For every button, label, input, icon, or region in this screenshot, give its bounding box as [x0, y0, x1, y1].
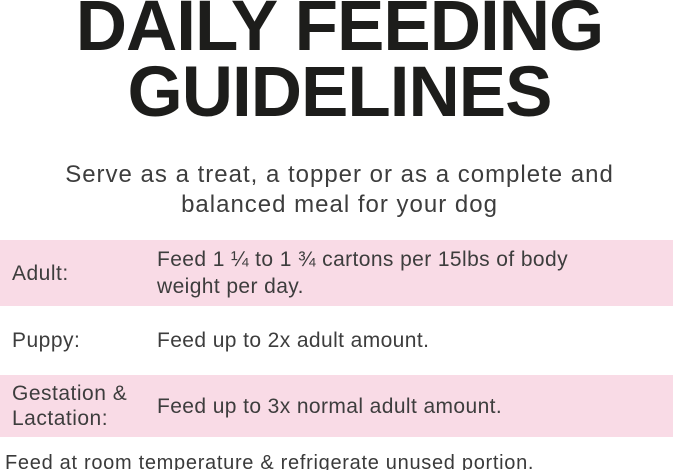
- feeding-table: Adult: Feed 1 ¼ to 1 ¾ cartons per 15lbs …: [0, 240, 673, 437]
- row-label: Puppy:: [12, 329, 81, 352]
- page-title-line2: GUIDELINES: [127, 53, 553, 132]
- feeding-row: Adult: Feed 1 ¼ to 1 ¾ cartons per 15lbs …: [0, 240, 673, 306]
- row-label: Adult:: [12, 261, 69, 285]
- page-title: DAILY FEEDING GUIDELINES: [0, 0, 679, 132]
- feeding-row: Gestation & Lactation: Feed up to 3x norm…: [0, 375, 673, 437]
- page-title-line1: DAILY FEEDING: [75, 0, 605, 66]
- feeding-row: Puppy: Feed up to 2x adult amount.: [0, 306, 673, 375]
- row-description: Feed 1 ¼ to 1 ¾ cartons per 15lbs of bod…: [157, 248, 568, 298]
- subtitle: Serve as a treat, a topper or as a compl…: [65, 161, 614, 218]
- row-description: Feed up to 3x normal adult amount.: [157, 394, 503, 418]
- row-label: Gestation & Lactation:: [12, 382, 128, 430]
- row-description: Feed up to 2x adult amount.: [157, 329, 430, 352]
- storage-instructions: Feed at room temperature & refrigerate u…: [5, 452, 535, 470]
